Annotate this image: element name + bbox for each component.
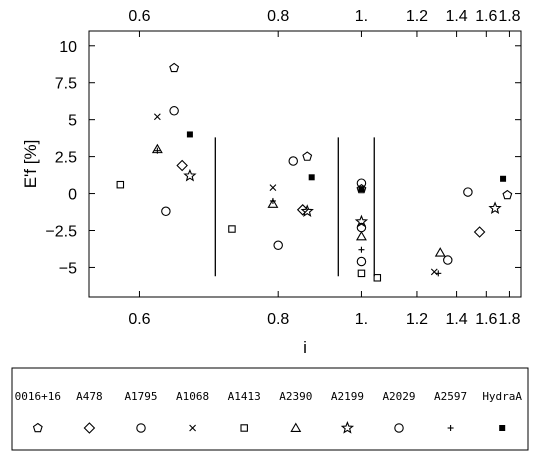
point-a1413 bbox=[228, 225, 236, 233]
x-axis-title: i bbox=[303, 338, 307, 357]
point-a1795 bbox=[169, 106, 179, 116]
point-0016-16 bbox=[302, 151, 313, 161]
point-a2597 bbox=[358, 246, 365, 253]
point-a478 bbox=[176, 159, 188, 172]
point-a2029 bbox=[161, 206, 171, 217]
point-0016-16 bbox=[502, 189, 513, 200]
y-tick-label: 7.5 bbox=[55, 76, 77, 93]
point-a2029 bbox=[356, 222, 367, 233]
point-a2597 bbox=[154, 147, 161, 154]
point-hydraa bbox=[500, 175, 507, 182]
point-hydraa bbox=[358, 186, 365, 193]
legend-marker-star-icon bbox=[340, 421, 355, 434]
x-top-tick-label: 1.2 bbox=[406, 8, 428, 25]
legend-marker-filled-square-icon bbox=[499, 425, 506, 431]
ticks-layer bbox=[89, 31, 521, 297]
point-a1068 bbox=[430, 268, 438, 276]
legend-marker-circle-icon bbox=[136, 423, 146, 433]
x-bottom-tick-label: 0.8 bbox=[267, 311, 289, 328]
plot-frame bbox=[88, 30, 522, 298]
legend-label: A1068 bbox=[176, 390, 209, 403]
point-a1413 bbox=[116, 180, 125, 189]
point-a1068 bbox=[153, 113, 161, 121]
point-a2390 bbox=[434, 247, 446, 257]
y-tick-label: 5 bbox=[68, 113, 77, 130]
point-a2199 bbox=[354, 214, 369, 228]
point-a1795 bbox=[463, 187, 473, 197]
x-top-tick-label: 1.4 bbox=[445, 8, 467, 25]
point-a2199 bbox=[300, 204, 314, 217]
y-axis-title: E'f [%] bbox=[21, 140, 40, 189]
y-tick-label: −5 bbox=[59, 260, 77, 277]
legend-marker-diamond-icon bbox=[83, 422, 96, 434]
legend-label: A1795 bbox=[124, 390, 157, 403]
point-a2029 bbox=[273, 240, 283, 251]
point-a2029 bbox=[443, 255, 453, 265]
bottom-tick-labels: 0.6 0.8 1. 1.2 1.4 1.6 1.8 bbox=[128, 311, 520, 328]
legend-label: 0016+16 bbox=[15, 390, 61, 403]
x-bottom-tick-label: 1. bbox=[355, 311, 368, 328]
y-tick-label: 2.5 bbox=[55, 150, 77, 167]
y-tick-label: 0 bbox=[68, 187, 77, 204]
x-bottom-tick-label: 1.6 bbox=[475, 311, 497, 328]
point-0016-16 bbox=[169, 62, 180, 73]
legend: 0016+16 A478 A1795 A1068 A1413 A2390 A2199 A202… bbox=[15, 390, 522, 434]
x-top-tick-label: 1. bbox=[355, 8, 368, 25]
vertical-lines bbox=[214, 137, 375, 277]
point-a2199 bbox=[183, 168, 197, 182]
legend-marker-circle-icon bbox=[394, 423, 404, 433]
x-bottom-tick-label: 1.4 bbox=[445, 311, 467, 328]
legend-label: A2199 bbox=[331, 390, 364, 403]
x-top-tick-label: 0.6 bbox=[128, 8, 150, 25]
legend-label: A478 bbox=[76, 390, 103, 403]
legend-marker-triangle-icon bbox=[290, 422, 302, 432]
point-a1068 bbox=[269, 184, 277, 192]
x-bottom-tick-label: 1.2 bbox=[406, 311, 428, 328]
x-top-tick-label: 1.8 bbox=[498, 8, 520, 25]
x-top-tick-label: 0.8 bbox=[267, 8, 289, 25]
y-tick-label: −2.5 bbox=[45, 224, 77, 241]
point-a1413 bbox=[357, 269, 366, 278]
point-a2199 bbox=[488, 201, 502, 214]
point-a478 bbox=[473, 226, 486, 238]
point-a2390 bbox=[355, 230, 367, 241]
point-a2597 bbox=[435, 270, 442, 277]
point-hydraa bbox=[308, 174, 315, 181]
legend-marker-square-icon bbox=[240, 424, 248, 432]
point-hydraa bbox=[186, 131, 193, 138]
x-bottom-tick-label: 0.6 bbox=[128, 311, 150, 328]
legend-marker-pentagon-icon bbox=[32, 422, 43, 433]
legend-label: HydraA bbox=[482, 390, 522, 403]
y-tick-labels: −5 −2.5 0 2.5 5 7.5 10 bbox=[45, 39, 77, 278]
point-a1795 bbox=[288, 156, 298, 166]
point-a1413 bbox=[373, 274, 382, 282]
legend-box bbox=[11, 367, 529, 451]
legend-label: A2597 bbox=[434, 390, 467, 403]
point-a2390 bbox=[267, 198, 279, 208]
legend-label: A1413 bbox=[228, 390, 261, 403]
y-tick-label: 10 bbox=[59, 39, 77, 56]
legend-label: A2029 bbox=[382, 390, 415, 403]
top-tick-labels: 0.6 0.8 1. 1.2 1.4 1.6 1.8 bbox=[128, 8, 520, 25]
data-marks bbox=[116, 62, 513, 282]
x-top-tick-label: 1.6 bbox=[475, 8, 497, 25]
x-bottom-tick-label: 1.8 bbox=[498, 311, 520, 328]
legend-label: A2390 bbox=[279, 390, 312, 403]
point-a1795 bbox=[356, 256, 367, 267]
legend-marker-plus-icon bbox=[447, 425, 454, 431]
point-0016-16 bbox=[356, 183, 367, 194]
legend-marker-cross-icon bbox=[189, 424, 196, 432]
point-a2597 bbox=[269, 197, 276, 204]
